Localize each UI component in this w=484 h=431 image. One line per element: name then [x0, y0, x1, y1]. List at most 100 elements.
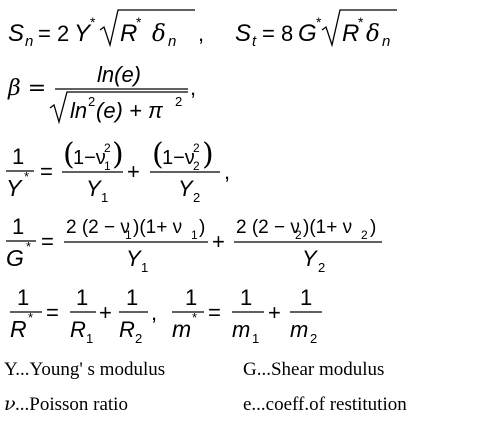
gstar-t2-den-sub: 2 — [318, 260, 325, 275]
rstar-one: 1 — [17, 285, 29, 310]
mstar-denominator-star: * — [192, 310, 197, 325]
rstar-equals: = — [46, 300, 59, 325]
sn-r-star: * — [136, 14, 142, 30]
ystar-t2-lparen: ( — [152, 137, 164, 172]
legend: Y...Young' s modulus G...Shear modulus ν… — [4, 359, 407, 415]
ystar-plus: + — [127, 159, 140, 184]
mstar-plus: + — [268, 300, 281, 325]
rstar-t2-denominator: R — [119, 317, 135, 342]
gstar-t2-close: ) — [370, 217, 376, 238]
ystar-trailing-comma: , — [224, 159, 230, 184]
rstar-plus: + — [99, 300, 112, 325]
gstar-t1-nu-sub2: 1 — [191, 228, 198, 242]
sn-y-star: * — [90, 14, 96, 30]
rstar-denominator-star: * — [28, 310, 33, 325]
beta-radical — [49, 91, 188, 125]
equation-m-star: 1 m * = 1 m 1 + 1 m 2 — [172, 285, 322, 346]
mstar-t1-denominator: m — [232, 317, 250, 342]
ystar-denominator: Y — [6, 175, 23, 201]
gstar-t2-numerator: 2 (2 − ν — [236, 217, 300, 238]
ystar-t1-rparen: ) — [112, 137, 124, 172]
gstar-plus: + — [212, 229, 225, 254]
gstar-t1-numerator: 2 (2 − ν — [66, 217, 130, 238]
beta-den-exponent: 2 — [88, 94, 95, 109]
rstar-t2-one: 1 — [126, 285, 138, 310]
gstar-one: 1 — [12, 214, 24, 239]
beta-lhs: β = — [7, 76, 46, 101]
beta-numerator: ln(e) — [97, 62, 141, 87]
ystar-t2-numerator: 1−ν — [162, 147, 195, 169]
sn-delta: δ — [152, 21, 166, 47]
equation-g-star: 1 G * = 2 (2 − ν 1 )(1+ ν 1 ) Y 1 + 2 (2… — [6, 214, 382, 275]
mstar-t1-one: 1 — [240, 285, 252, 310]
st-r-star: * — [358, 14, 364, 30]
legend-shear-modulus: G...Shear modulus — [243, 359, 384, 380]
st-lhs-subscript: t — [252, 33, 257, 50]
gstar-t1-denominator: Y — [126, 246, 142, 271]
st-delta: δ — [366, 21, 380, 47]
ystar-one: 1 — [12, 144, 24, 169]
ystar-t1-numerator: 1−ν — [73, 147, 106, 169]
st-lhs-symbol: S — [235, 20, 251, 47]
sn-delta-subscript: n — [168, 33, 176, 50]
equation-y-star: 1 Y * = ( 1−ν 1 2 ) Y 1 + ( 1−ν 2 2 ) Y … — [6, 137, 230, 205]
equation-st: S t = 8 G * R * δ n — [235, 9, 397, 50]
ystar-t2-den-sub: 2 — [193, 190, 200, 205]
legend-nu-symbol: ν — [4, 393, 16, 415]
rstar-t2-den-sub: 2 — [135, 331, 142, 346]
gstar-t1-middle: )(1+ ν — [133, 217, 182, 238]
gstar-t1-den-sub: 1 — [141, 260, 148, 275]
ystar-t1-lparen: ( — [63, 137, 75, 172]
ystar-equals: = — [40, 159, 53, 184]
st-radical — [321, 9, 397, 48]
ystar-denominator-star: * — [24, 169, 29, 184]
sn-y-symbol: Y — [74, 20, 92, 47]
ystar-t1-den-sub: 1 — [101, 190, 108, 205]
legend-restitution: e...coeff.of restitution — [243, 394, 407, 415]
mstar-equals: = — [208, 300, 221, 325]
sn-trailing-comma: , — [198, 21, 204, 46]
rstar-t1-one: 1 — [76, 285, 88, 310]
sn-r-symbol: R — [120, 20, 137, 47]
beta-den-ln: ln — [70, 98, 87, 123]
gstar-denominator-star: * — [26, 239, 31, 254]
rstar-denominator: R — [10, 316, 27, 342]
gstar-t1-nu-sub: 1 — [125, 228, 132, 242]
equation-r-star: 1 R * = 1 R 1 + 1 R 2 , — [10, 285, 157, 346]
st-r-symbol: R — [342, 20, 359, 47]
equation-beta: β = ln(e) ln 2 (e) + π 2 , — [7, 62, 196, 125]
rstar-t1-denominator: R — [70, 317, 86, 342]
sn-lhs-symbol: S — [8, 20, 24, 47]
gstar-t2-nu-sub2: 2 — [361, 228, 368, 242]
sn-equals-coefficient: = 2 — [38, 21, 69, 46]
ystar-t2-nu-sub: 2 — [193, 159, 200, 173]
gstar-t2-nu-sub: 2 — [295, 228, 302, 242]
ystar-t1-nu-sub: 1 — [104, 159, 111, 173]
sn-radical — [99, 9, 195, 48]
st-delta-subscript: n — [382, 33, 390, 50]
gstar-t2-denominator: Y — [302, 246, 318, 271]
ystar-t1-denominator: Y — [86, 176, 102, 201]
ystar-t2-rparen: ) — [202, 137, 214, 172]
legend-young-modulus: Y...Young' s modulus — [4, 359, 165, 380]
gstar-equals: = — [41, 229, 54, 254]
equation-sn: S n = 2 Y * R * δ n , — [8, 9, 204, 50]
mstar-denominator: m — [172, 316, 191, 342]
ystar-t2-exponent: 2 — [193, 141, 200, 155]
st-g-star: * — [316, 14, 322, 30]
sn-lhs-subscript: n — [25, 33, 33, 50]
gstar-t1-close: ) — [199, 217, 205, 238]
rstar-t1-den-sub: 1 — [86, 331, 93, 346]
gstar-t2-middle: )(1+ ν — [303, 217, 352, 238]
beta-den-argument: (e) + π — [96, 98, 164, 123]
beta-pi-exponent: 2 — [175, 94, 182, 109]
mstar-t2-den-sub: 2 — [310, 331, 317, 346]
rstar-comma: , — [151, 300, 157, 325]
st-equals-coefficient: = 8 — [262, 21, 293, 46]
mstar-t2-denominator: m — [290, 317, 308, 342]
ystar-t2-denominator: Y — [178, 176, 194, 201]
mstar-t1-den-sub: 1 — [252, 331, 259, 346]
gstar-denominator: G — [6, 245, 24, 271]
